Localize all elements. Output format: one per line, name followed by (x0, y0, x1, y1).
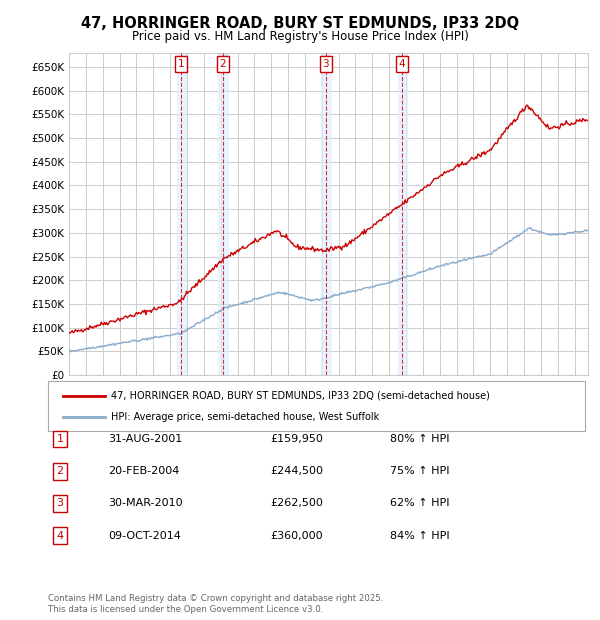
Bar (398, 53, 407, 375)
Text: £360,000: £360,000 (270, 531, 323, 541)
Bar (176, 53, 186, 375)
Text: 62% ↑ HPI: 62% ↑ HPI (390, 498, 449, 508)
Bar (321, 53, 331, 375)
Text: 4: 4 (56, 531, 64, 541)
Text: 09-OCT-2014: 09-OCT-2014 (108, 531, 181, 541)
Text: 20-FEB-2004: 20-FEB-2004 (108, 466, 179, 476)
Text: This data is licensed under the Open Government Licence v3.0.: This data is licensed under the Open Gov… (48, 604, 323, 614)
Bar (218, 53, 227, 375)
Text: 3: 3 (56, 498, 64, 508)
Text: £262,500: £262,500 (270, 498, 323, 508)
Text: 3: 3 (323, 59, 329, 69)
Text: Price paid vs. HM Land Registry's House Price Index (HPI): Price paid vs. HM Land Registry's House … (131, 30, 469, 43)
Text: 2: 2 (56, 466, 64, 476)
Text: £244,500: £244,500 (270, 466, 323, 476)
Text: Contains HM Land Registry data © Crown copyright and database right 2025.: Contains HM Land Registry data © Crown c… (48, 593, 383, 603)
Text: 30-MAR-2010: 30-MAR-2010 (108, 498, 182, 508)
Text: HPI: Average price, semi-detached house, West Suffolk: HPI: Average price, semi-detached house,… (111, 412, 379, 422)
Text: 2: 2 (220, 59, 226, 69)
Text: 1: 1 (178, 59, 185, 69)
Text: 47, HORRINGER ROAD, BURY ST EDMUNDS, IP33 2DQ: 47, HORRINGER ROAD, BURY ST EDMUNDS, IP3… (81, 16, 519, 30)
Text: 75% ↑ HPI: 75% ↑ HPI (390, 466, 449, 476)
Text: 84% ↑ HPI: 84% ↑ HPI (390, 531, 449, 541)
Text: 47, HORRINGER ROAD, BURY ST EDMUNDS, IP33 2DQ (semi-detached house): 47, HORRINGER ROAD, BURY ST EDMUNDS, IP3… (111, 391, 490, 401)
Text: £159,950: £159,950 (270, 434, 323, 444)
Text: 80% ↑ HPI: 80% ↑ HPI (390, 434, 449, 444)
Text: 31-AUG-2001: 31-AUG-2001 (108, 434, 182, 444)
Text: 4: 4 (399, 59, 406, 69)
Text: 1: 1 (56, 434, 64, 444)
